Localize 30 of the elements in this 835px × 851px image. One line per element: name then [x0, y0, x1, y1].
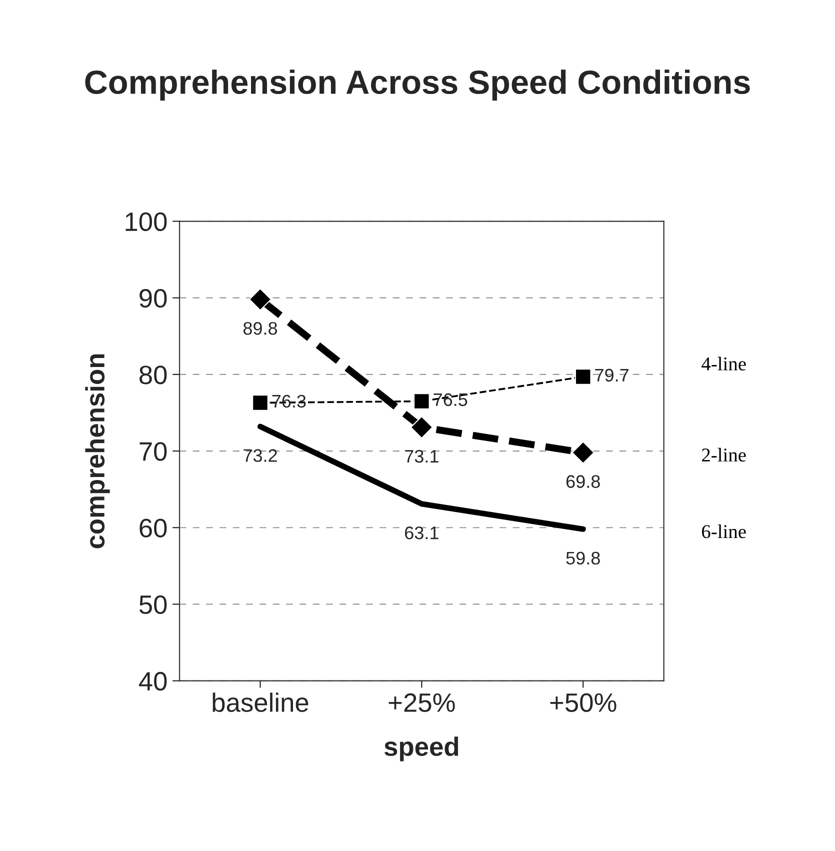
data-label: 73.2: [244, 449, 277, 462]
x-axis-title: speed: [384, 736, 458, 762]
y-tick-label: 100: [126, 212, 167, 232]
y-tick-label: 70: [140, 442, 167, 461]
y-tick-label: 80: [140, 366, 167, 384]
point: [414, 393, 430, 410]
data-label: 73.1: [405, 450, 438, 463]
point: [574, 368, 592, 385]
data-label: 63.1: [405, 526, 438, 540]
data-label: 69.8: [566, 475, 600, 488]
point: [572, 441, 594, 464]
point: [410, 416, 433, 439]
chart-title: Comprehension Across Speed Conditions: [85, 70, 750, 101]
x-tick-label: +25%: [388, 693, 455, 712]
x-tick-label: +50%: [550, 693, 616, 712]
x-tick-label: baseline: [212, 692, 308, 712]
text: 6-line: [702, 524, 746, 538]
text: 2-line: [702, 448, 746, 462]
data-label: 89.8: [243, 322, 278, 335]
y-tick-label: 50: [139, 595, 167, 614]
y-axis-title: comprehension: [85, 354, 110, 548]
data-label: 59.8: [566, 552, 600, 565]
point: [248, 288, 272, 311]
y-tick-label: 60: [140, 518, 167, 538]
y-tick-label: 90: [140, 288, 167, 308]
data-label: 79.7: [595, 368, 628, 382]
y-tick-label: 40: [138, 672, 167, 691]
text: 4-line: [702, 356, 746, 370]
data-label: 76.5: [434, 393, 468, 406]
point: [252, 394, 268, 411]
